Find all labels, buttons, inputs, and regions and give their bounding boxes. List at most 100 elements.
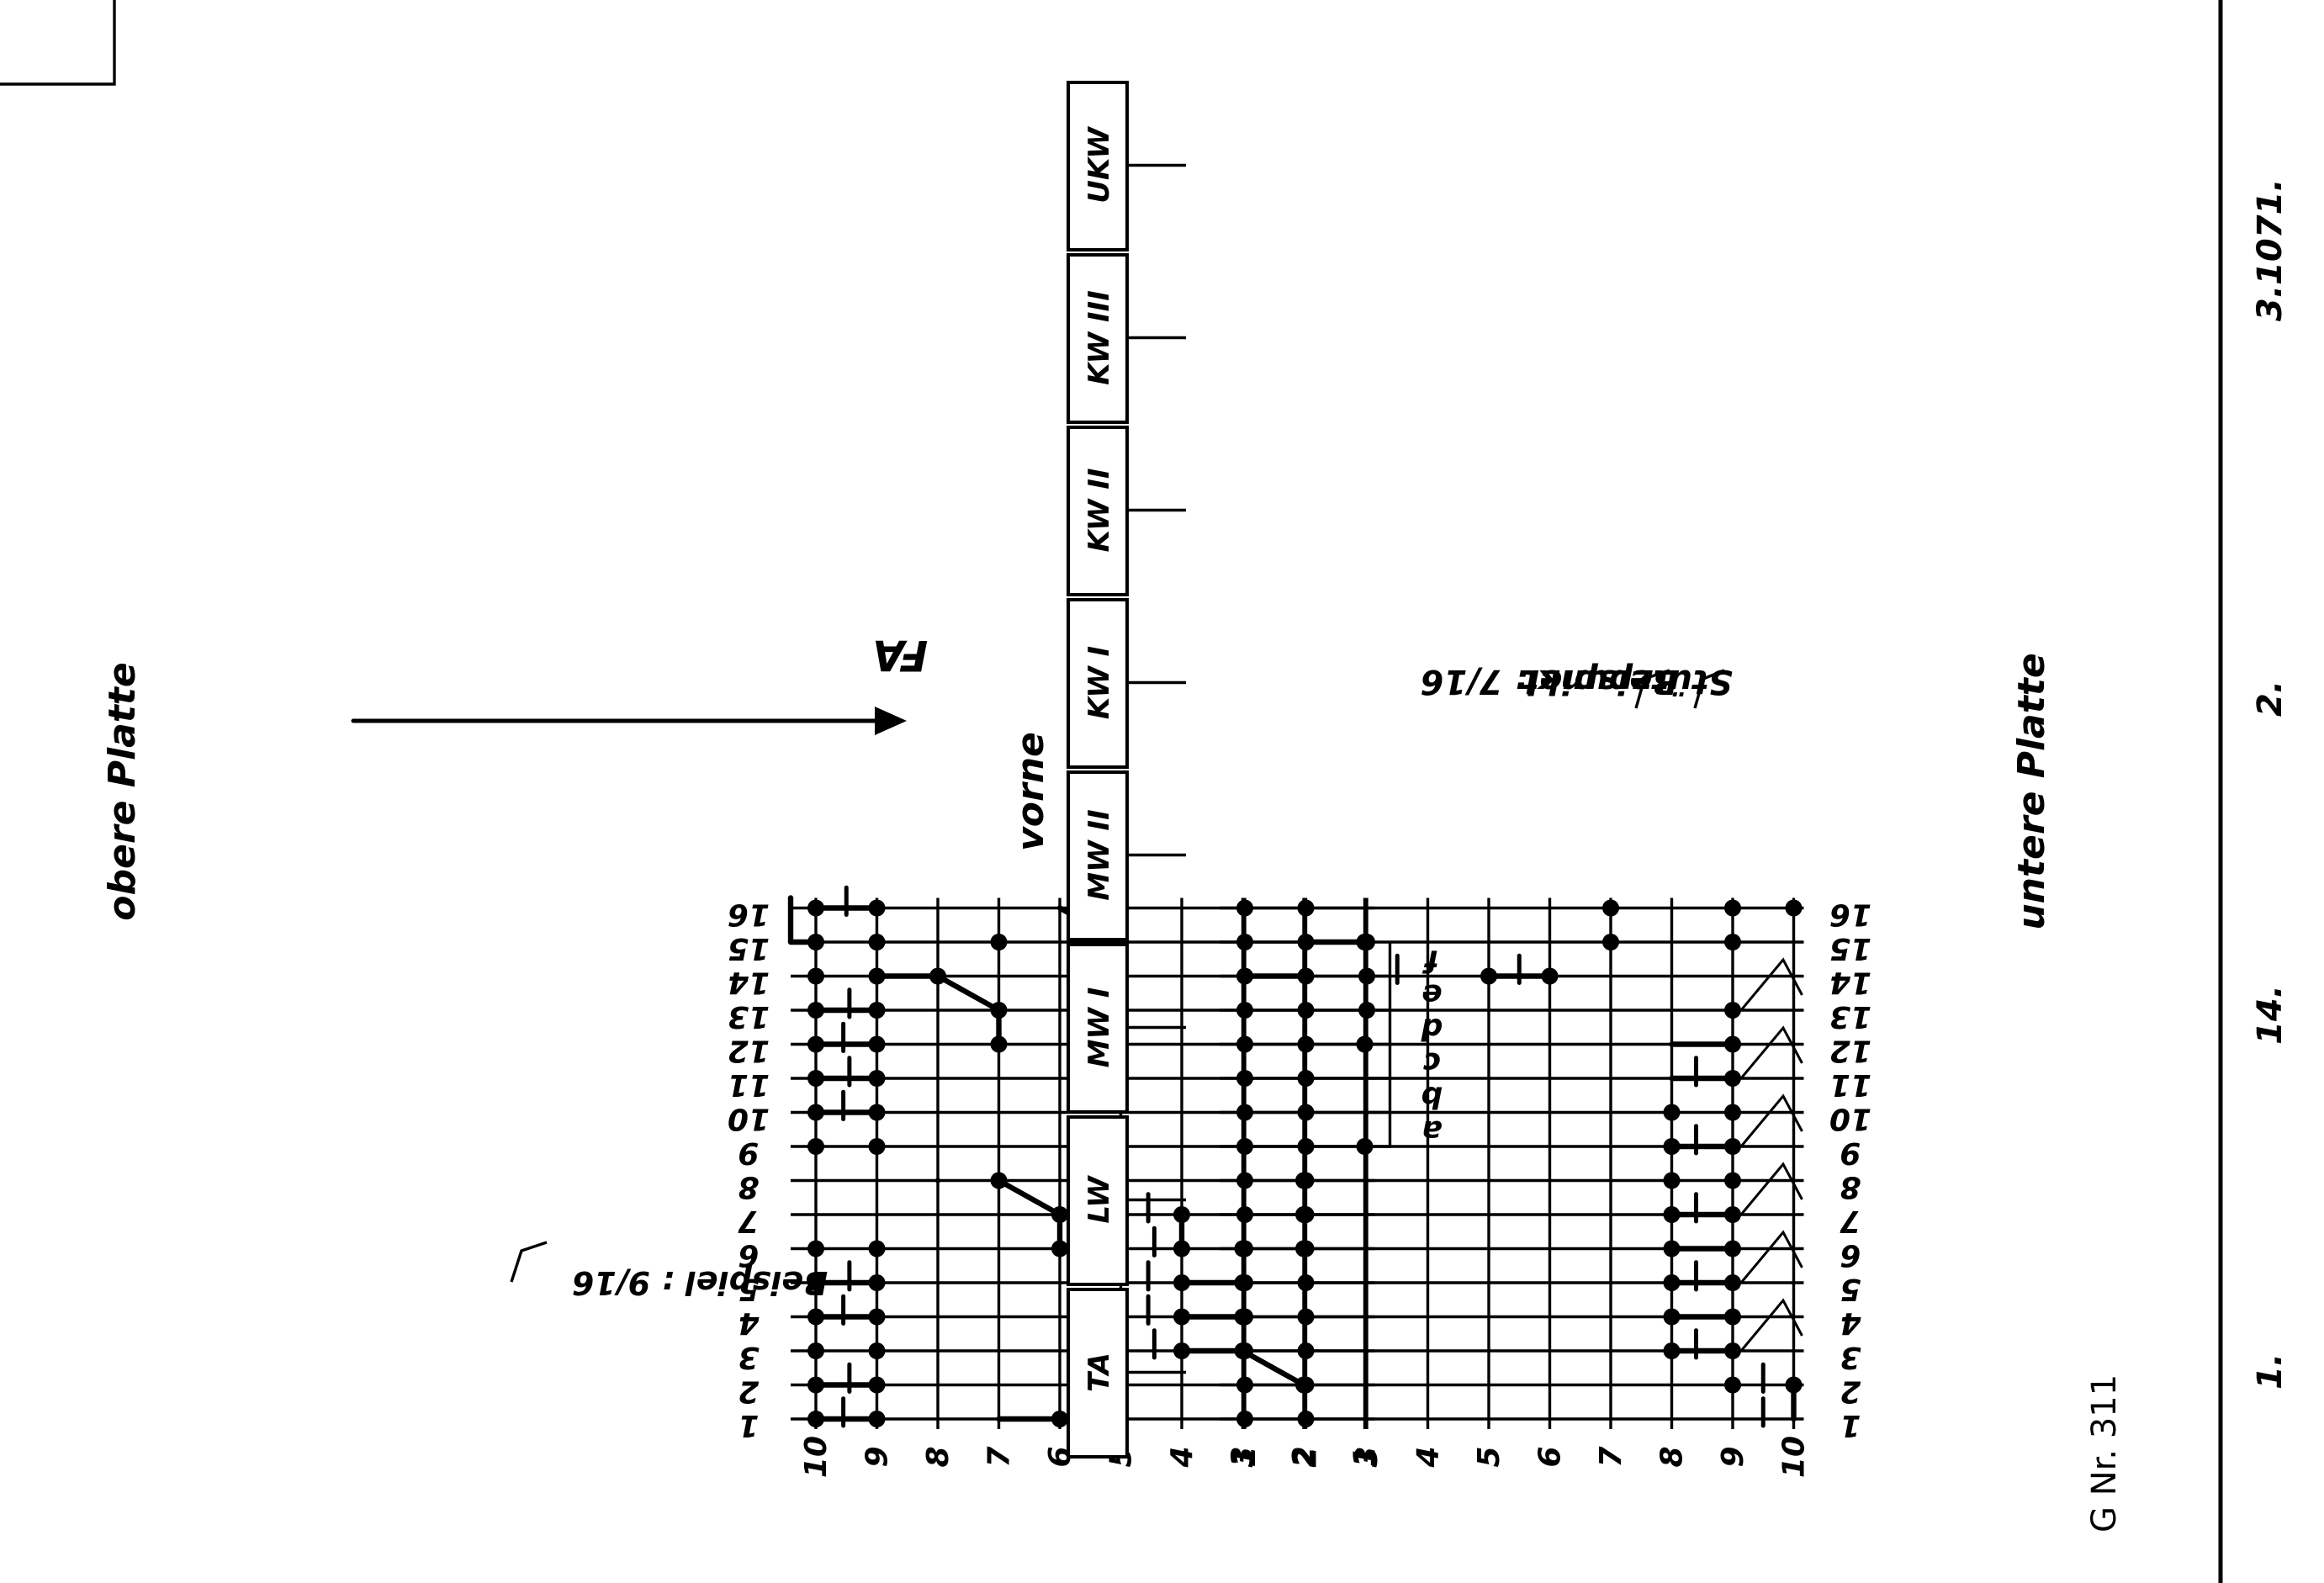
lower-contact-dot: [1358, 1002, 1375, 1019]
upper-row-label: 2: [1287, 1446, 1321, 1467]
upper-top-bracket: [787, 895, 811, 945]
lower-contact-dot: [1724, 1240, 1741, 1257]
section-label: b: [1421, 1079, 1443, 1114]
upper-example-label: Beispiel : 9/16: [572, 1264, 828, 1301]
upper-column-label: 5: [738, 1272, 759, 1306]
lower-column-label: 7: [1840, 1204, 1861, 1238]
corner-frame: [0, 0, 116, 86]
lower-column-label: 11: [1829, 1067, 1871, 1102]
lower-contact-dot: [1297, 1411, 1315, 1427]
lower-contact-dot: [1236, 1002, 1253, 1019]
upper-column-label: 2: [738, 1374, 759, 1409]
lower-column-label: 8: [1840, 1170, 1861, 1204]
front-switch-label: KW I: [1083, 646, 1116, 719]
support-label: Stützpunkt: [1521, 662, 1733, 701]
lower-example-label: Beispiel: 7/16: [1421, 662, 1678, 701]
lower-column-label: 6: [1840, 1238, 1861, 1273]
upper-row-label: 3: [1226, 1446, 1261, 1467]
lower-column-label: 3: [1840, 1340, 1861, 1374]
lower-contact-dot: [1297, 1274, 1315, 1291]
section-bracket: [1373, 942, 1392, 978]
section-label: a: [1421, 1114, 1442, 1148]
lower-contact-dot: [1297, 1206, 1315, 1223]
upper-row-label: 9: [860, 1446, 895, 1467]
upper-plate-title: obere Platte: [101, 662, 144, 920]
front-switch-label: KW II: [1083, 468, 1116, 552]
lower-contact-dot: [1724, 1376, 1741, 1394]
upper-contact-dot: [1051, 1240, 1068, 1257]
upper-column-label: 7: [738, 1204, 759, 1238]
lower-contact-dot: [1480, 967, 1497, 985]
lower-contact-dot: [1236, 1240, 1253, 1257]
lower-contact-dot: [1724, 934, 1741, 950]
upper-column-label: 3: [738, 1340, 759, 1374]
upper-row-label: 10: [799, 1436, 834, 1478]
upper-row-labels: 10987654321: [799, 1436, 1383, 1478]
upper-column-label: 1: [738, 1408, 759, 1443]
upper-column-label: 14: [728, 966, 770, 1000]
lower-contact-dot: [1663, 1308, 1681, 1326]
lower-contact-dot: [1236, 1104, 1253, 1121]
front-switch-label: TA: [1083, 1353, 1116, 1392]
upper-row-label: 1: [1348, 1446, 1383, 1467]
lower-contact-dot: [1297, 934, 1315, 950]
lower-column-label: 14: [1829, 966, 1871, 1000]
lower-contact-dot: [1724, 1274, 1741, 1291]
upper-row-label: 4: [1165, 1446, 1199, 1468]
lower-contact-points: [1236, 899, 1803, 1427]
upper-contact-dot: [1051, 1411, 1068, 1427]
lower-contact-dot: [1358, 934, 1375, 950]
lower-diagonal: [1739, 1298, 1803, 1352]
upper-contact-dot: [807, 1308, 824, 1326]
section-bracket: [1373, 976, 1392, 1012]
fa-label: FA: [872, 631, 928, 680]
front-switch-label: KW III: [1083, 290, 1116, 385]
lower-diagonal: [1739, 957, 1803, 1011]
lower-contact-dot: [1602, 899, 1619, 917]
upper-contact-dot: [868, 1240, 886, 1257]
upper-contact-dot: [807, 899, 824, 917]
lower-grid: [1220, 897, 1804, 1429]
upper-contact-dot: [1173, 1342, 1190, 1359]
support-leader: [1693, 669, 1725, 709]
upper-contact-dot: [1173, 1240, 1190, 1257]
lower-contact-dot: [1724, 1070, 1741, 1087]
lower-contact-dot: [1297, 1104, 1315, 1121]
lower-contact-dot: [1663, 1274, 1681, 1291]
lower-contact-dot: [1297, 1376, 1315, 1394]
footer-c: 2.: [2251, 680, 2290, 717]
lower-contact-dot: [1724, 1035, 1741, 1053]
lower-contact-dot: [1297, 1240, 1315, 1257]
upper-column-label: 4: [738, 1306, 760, 1341]
section-label: d: [1420, 1011, 1443, 1046]
lower-contact-dot: [1236, 1138, 1253, 1155]
upper-contact-dot: [868, 1376, 886, 1394]
lower-row-labels: 1 2 3 4 5 6 7 8 9 10: [1228, 1436, 1812, 1478]
lower-contact-dot: [1297, 1002, 1315, 1019]
upper-row-label: 8: [921, 1446, 956, 1467]
upper-column-label: 9: [738, 1136, 759, 1170]
lower-contact-dot: [1724, 1308, 1741, 1326]
lower-column-label: 9: [1840, 1136, 1861, 1170]
lower-contact-dot: [1236, 967, 1253, 985]
upper-contact-dot: [868, 1411, 886, 1427]
front-switch-label: MW II: [1083, 809, 1116, 900]
lower-contact-dot: [1236, 934, 1253, 950]
upper-wiring: [787, 885, 1307, 1428]
lower-contact-dot: [1236, 1342, 1253, 1359]
front-switch-label: LW: [1083, 1175, 1116, 1224]
upper-contact-dot: [868, 1138, 886, 1155]
lower-row-label: 6: [1533, 1446, 1568, 1467]
upper-column-label: 6: [738, 1238, 759, 1273]
upper-contact-dot: [868, 1342, 886, 1359]
section-label: f: [1421, 943, 1438, 977]
lower-contact-dot: [1297, 1138, 1315, 1155]
upper-contact-dot: [868, 1308, 886, 1326]
section-label: c: [1423, 1046, 1441, 1080]
lower-wiring: [1241, 939, 1803, 1428]
lower-contact-dot: [1785, 1376, 1803, 1394]
lower-row-label: 3: [1350, 1446, 1384, 1467]
upper-contact-dot: [807, 1138, 824, 1155]
